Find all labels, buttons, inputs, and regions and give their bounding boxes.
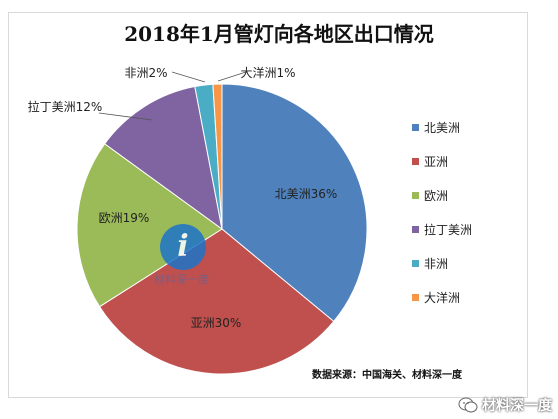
pie-slice-3 [76,143,223,308]
wechat-badge: 材料深一度 [458,395,552,415]
legend-label: 欧洲 [424,189,449,203]
legend-label: 北美洲 [424,121,461,135]
legend-item-1: 北美洲 [412,118,522,152]
legend-item-3: 欧洲 [412,186,522,220]
legend-item-5: 非洲 [412,254,522,288]
pie-slice-2 [98,228,335,375]
chart-title: 2018年1月管灯向各地区出口情况 [124,22,434,46]
legend: 北美洲亚洲欧洲拉丁美洲非洲大洋洲 [412,118,522,322]
leader-line-5 [171,71,206,83]
legend-swatch [412,124,419,131]
legend-label: 亚洲 [424,155,449,169]
legend-item-4: 拉丁美洲 [412,220,522,254]
legend-swatch [412,294,419,301]
wechat-badge-text: 材料深一度 [482,398,552,414]
source-note: 数据来源：中国海关、材料深一度 [312,370,462,381]
legend-item-6: 大洋洲 [412,288,522,322]
pie-slice-1 [221,83,368,323]
data-label-6: 大洋洲1% [240,65,295,80]
legend-swatch [412,192,419,199]
leader-line-4 [98,112,153,121]
legend-label: 拉丁美洲 [424,223,473,237]
data-label-3: 欧洲19% [99,211,150,225]
legend-label: 非洲 [424,257,449,271]
pie-slice-4 [103,85,223,231]
data-label-4: 拉丁美洲12% [28,99,103,114]
legend-swatch [412,260,419,267]
legend-label: 大洋洲 [424,291,461,305]
legend-swatch [412,158,419,165]
data-label-5: 非洲2% [124,66,167,80]
i-logo-icon: i [160,224,206,270]
data-label-2: 亚洲30% [191,316,242,330]
data-label-1: 北美洲36% [275,187,338,201]
pie-slice-6 [212,83,223,230]
legend-item-2: 亚洲 [412,152,522,186]
watermark-text: 材料深一度 [154,273,209,286]
wechat-icon [458,397,478,413]
legend-swatch [412,226,419,233]
leader-line-6 [217,71,247,82]
